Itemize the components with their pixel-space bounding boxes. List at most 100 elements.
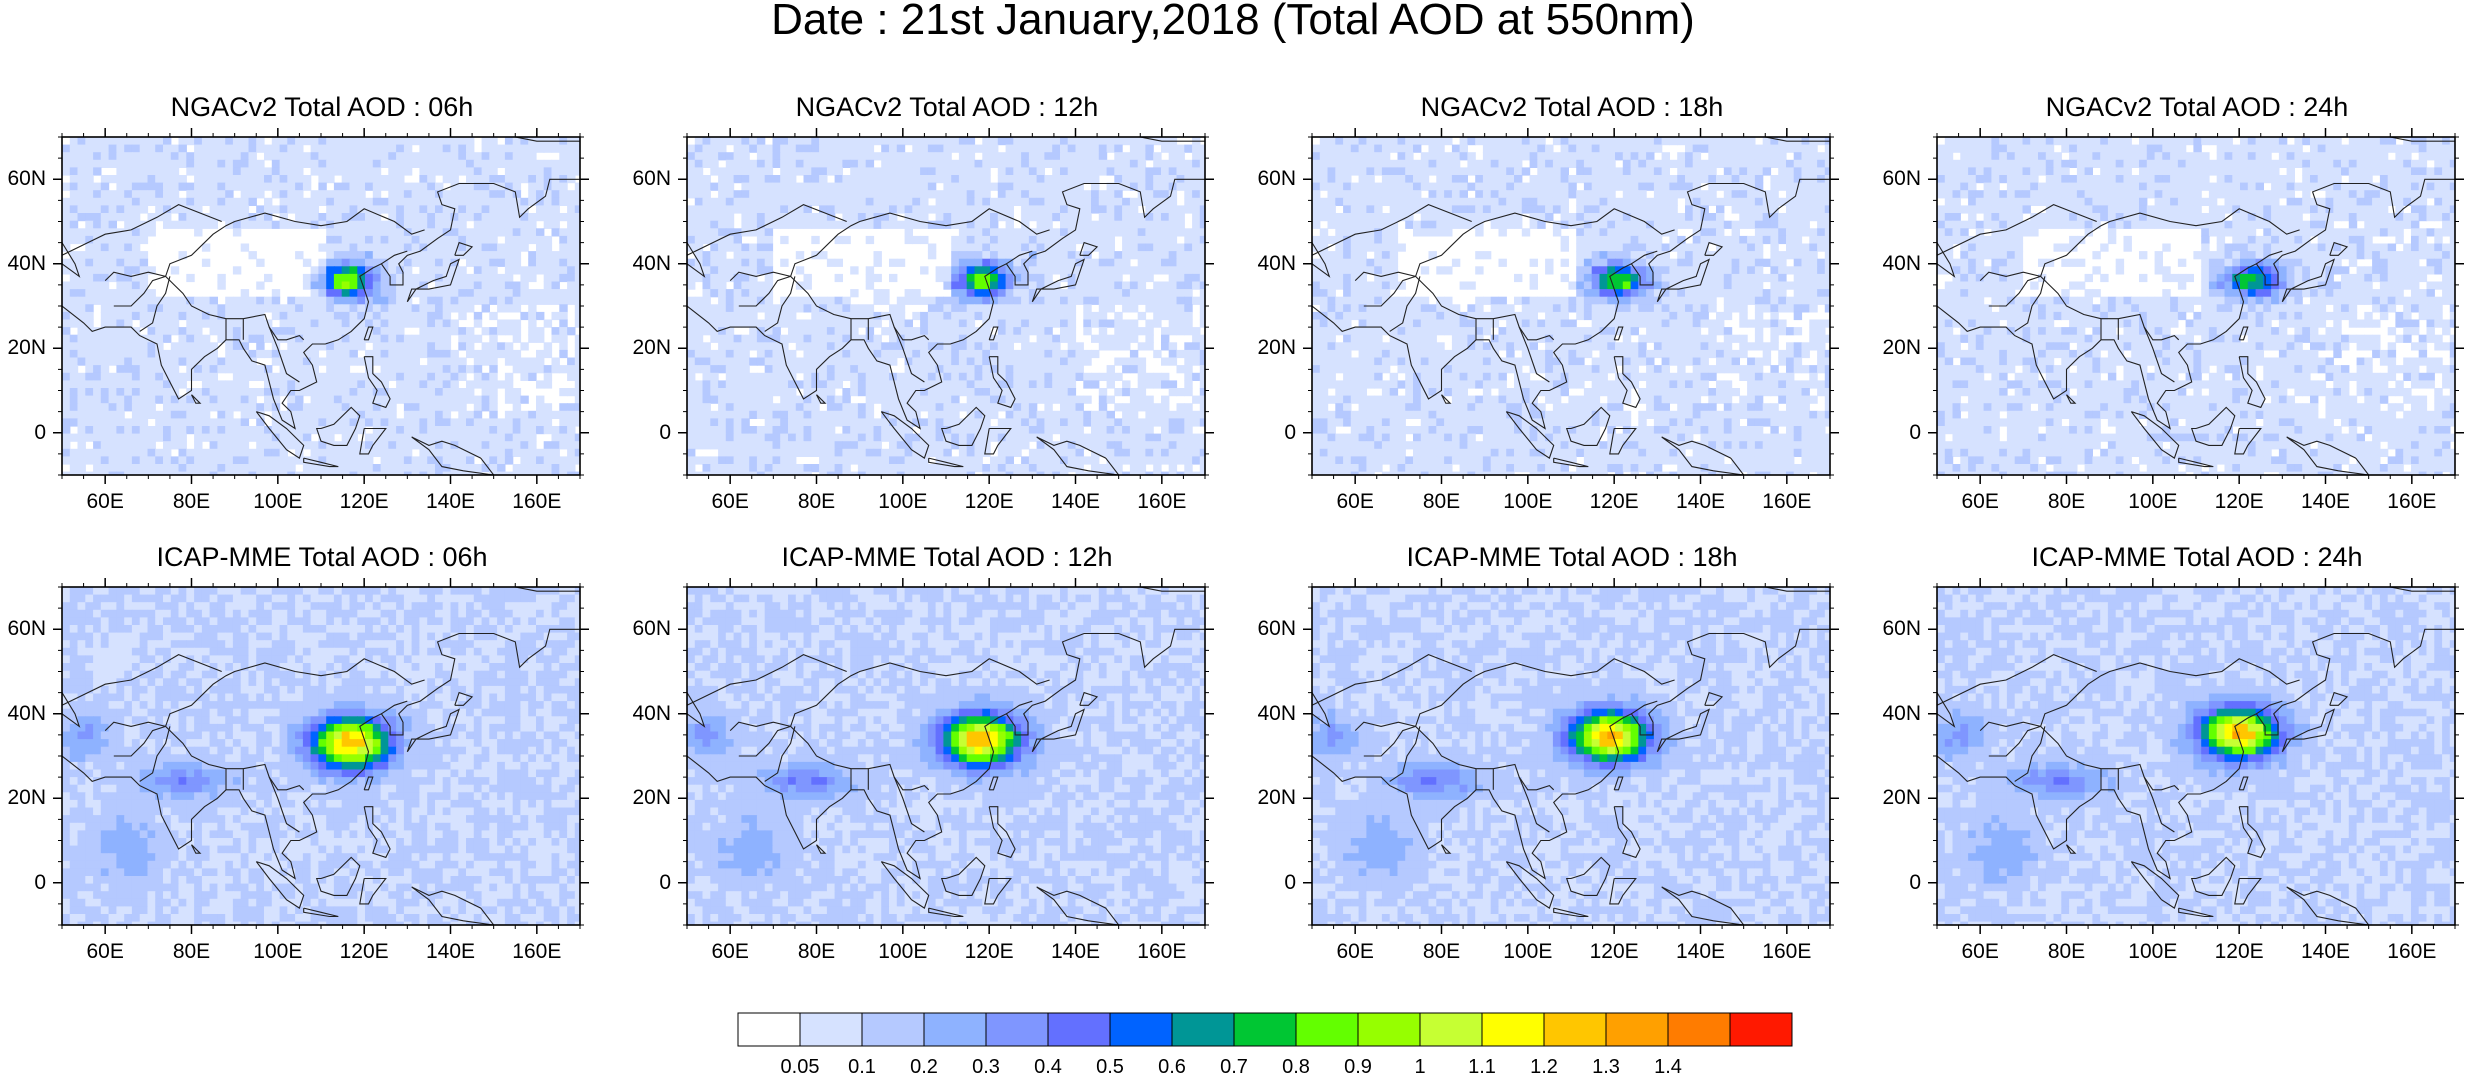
lon-tick-label: 100E <box>2118 941 2188 963</box>
lon-tick-label: 60E <box>70 941 140 963</box>
lat-tick-label: 40N <box>1875 703 1921 725</box>
lon-tick-label: 80E <box>2032 941 2102 963</box>
panel-title: NGACv2 Total AOD : 18h <box>1312 92 1832 122</box>
lat-tick-label: 60N <box>1875 168 1921 190</box>
lon-tick-label: 120E <box>954 491 1024 513</box>
lon-tick-label: 140E <box>416 491 486 513</box>
lon-tick-label: 100E <box>868 491 938 513</box>
lon-tick-label: 100E <box>1493 491 1563 513</box>
lat-tick-label: 40N <box>1875 253 1921 275</box>
colorbar-swatch <box>1544 1013 1606 1046</box>
lat-tick-label: 60N <box>1250 618 1296 640</box>
lat-tick-label: 0 <box>1875 422 1921 444</box>
map-panel-3 <box>1269 107 1839 484</box>
lon-tick-label: 160E <box>502 941 572 963</box>
lat-tick-label: 20N <box>625 337 671 359</box>
lon-tick-label: 140E <box>1666 941 1736 963</box>
lon-tick-label: 100E <box>2118 491 2188 513</box>
lon-tick-label: 140E <box>1666 491 1736 513</box>
map-panel-5 <box>19 557 589 934</box>
lat-tick-label: 20N <box>1250 337 1296 359</box>
lat-tick-label: 60N <box>1250 168 1296 190</box>
lon-tick-label: 160E <box>2377 491 2447 513</box>
colorbar-swatch <box>1296 1013 1358 1046</box>
colorbar-label: 0.6 <box>1142 1056 1202 1078</box>
colorbar-label: 1.4 <box>1638 1056 1698 1078</box>
colorbar-label: 1.2 <box>1514 1056 1574 1078</box>
panel-title: ICAP-MME Total AOD : 18h <box>1312 542 1832 572</box>
lat-tick-label: 20N <box>1875 337 1921 359</box>
lon-tick-label: 60E <box>1945 491 2015 513</box>
lat-tick-label: 0 <box>1250 422 1296 444</box>
colorbar-label: 1 <box>1390 1056 1450 1078</box>
colorbar-swatch <box>1048 1013 1110 1046</box>
lon-tick-label: 140E <box>416 941 486 963</box>
lon-tick-label: 140E <box>2291 491 2361 513</box>
lon-tick-label: 160E <box>502 491 572 513</box>
lat-tick-label: 60N <box>625 168 671 190</box>
panel-title: ICAP-MME Total AOD : 24h <box>1937 542 2457 572</box>
lon-tick-label: 60E <box>70 491 140 513</box>
lon-tick-label: 80E <box>782 941 852 963</box>
colorbar-label: 0.5 <box>1080 1056 1140 1078</box>
lon-tick-label: 80E <box>2032 491 2102 513</box>
lat-tick-label: 40N <box>625 253 671 275</box>
colorbar-swatch <box>924 1013 986 1046</box>
panel-title: ICAP-MME Total AOD : 06h <box>62 542 582 572</box>
lat-tick-label: 20N <box>1250 787 1296 809</box>
lat-tick-label: 0 <box>625 872 671 894</box>
colorbar-label: 0.9 <box>1328 1056 1388 1078</box>
lat-tick-label: 40N <box>0 253 46 275</box>
lon-tick-label: 60E <box>695 491 765 513</box>
lon-tick-label: 100E <box>243 941 313 963</box>
lon-tick-label: 140E <box>2291 941 2361 963</box>
lat-tick-label: 40N <box>1250 703 1296 725</box>
colorbar-swatch <box>1234 1013 1296 1046</box>
lat-tick-label: 60N <box>0 618 46 640</box>
colorbar-swatch <box>1420 1013 1482 1046</box>
lon-tick-label: 80E <box>1407 941 1477 963</box>
lon-tick-label: 80E <box>1407 491 1477 513</box>
colorbar-swatch <box>1668 1013 1730 1046</box>
lon-tick-label: 160E <box>1752 941 1822 963</box>
colorbar-swatch <box>1172 1013 1234 1046</box>
colorbar-swatch <box>800 1013 862 1046</box>
lon-tick-label: 120E <box>329 941 399 963</box>
lon-tick-label: 160E <box>1127 941 1197 963</box>
colorbar-label: 0.3 <box>956 1056 1016 1078</box>
lon-tick-label: 120E <box>954 941 1024 963</box>
lon-tick-label: 100E <box>868 941 938 963</box>
lat-tick-label: 20N <box>625 787 671 809</box>
lon-tick-label: 160E <box>1752 491 1822 513</box>
map-panel-2 <box>644 107 1214 484</box>
lat-tick-label: 0 <box>0 872 46 894</box>
lon-tick-label: 140E <box>1041 941 1111 963</box>
lat-tick-label: 0 <box>625 422 671 444</box>
lon-tick-label: 120E <box>1579 941 1649 963</box>
lon-tick-label: 80E <box>157 491 227 513</box>
lat-tick-label: 0 <box>1250 872 1296 894</box>
lon-tick-label: 60E <box>1945 941 2015 963</box>
lon-tick-label: 120E <box>329 491 399 513</box>
colorbar-swatch <box>1606 1013 1668 1046</box>
lat-tick-label: 40N <box>0 703 46 725</box>
colorbar <box>738 1013 1792 1046</box>
lon-tick-label: 120E <box>2204 491 2274 513</box>
lon-tick-label: 60E <box>1320 941 1390 963</box>
lat-tick-label: 60N <box>1875 618 1921 640</box>
lat-tick-label: 0 <box>0 422 46 444</box>
colorbar-label: 0.1 <box>832 1056 892 1078</box>
lat-tick-label: 60N <box>0 168 46 190</box>
lat-tick-label: 20N <box>0 337 46 359</box>
map-panel-8 <box>1894 557 2464 934</box>
map-panel-7 <box>1269 557 1839 934</box>
panel-title: NGACv2 Total AOD : 06h <box>62 92 582 122</box>
map-panel-6 <box>644 557 1214 934</box>
lat-tick-label: 20N <box>0 787 46 809</box>
lon-tick-label: 60E <box>1320 491 1390 513</box>
lat-tick-label: 40N <box>625 703 671 725</box>
colorbar-label: 1.1 <box>1452 1056 1512 1078</box>
lon-tick-label: 80E <box>157 941 227 963</box>
lat-tick-label: 20N <box>1875 787 1921 809</box>
